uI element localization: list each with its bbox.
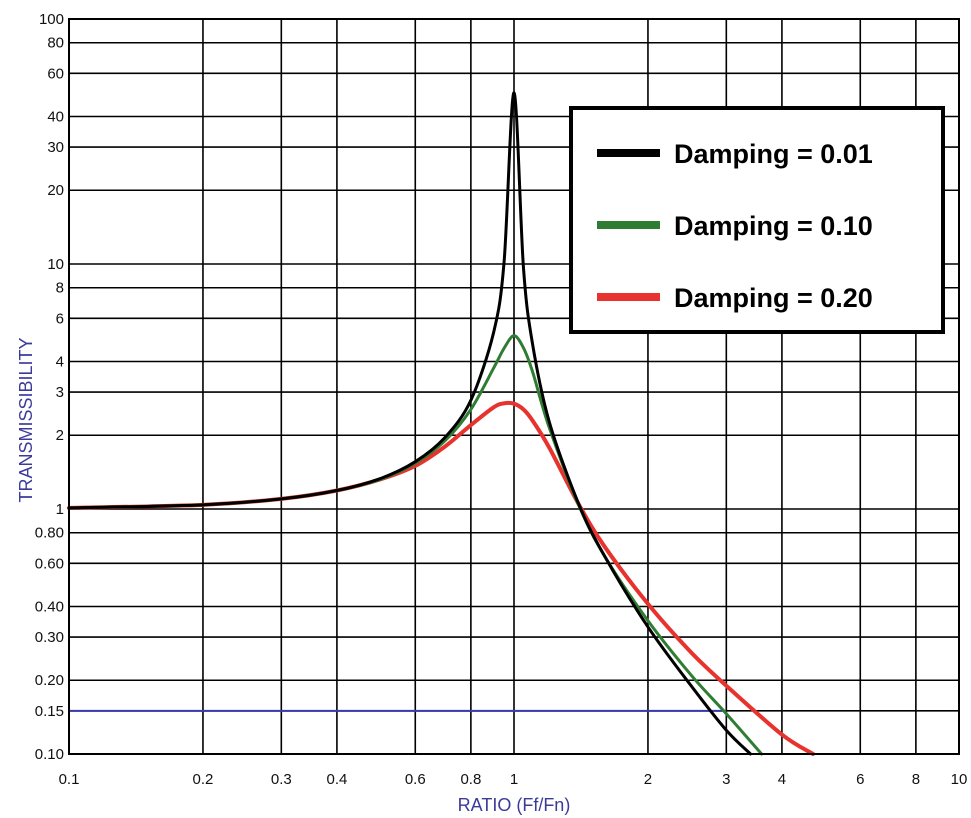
x-tick-label: 8 [912, 771, 920, 788]
legend-label: Damping = 0.10 [674, 211, 873, 241]
x-tick-label: 0.2 [193, 771, 214, 788]
y-tick-label: 0.60 [35, 555, 64, 572]
y-tick-label: 0.15 [35, 703, 64, 720]
y-tick-label: 3 [56, 384, 64, 401]
y-tick-label: 0.30 [35, 629, 64, 646]
x-tick-label: 0.4 [326, 771, 347, 788]
x-tick-label: 1 [510, 771, 518, 788]
x-tick-label: 0.1 [59, 771, 80, 788]
y-tick-label: 60 [47, 65, 64, 82]
y-tick-label: 0.80 [35, 525, 64, 542]
legend: Damping = 0.01 Damping = 0.10 Damping = 0.… [569, 106, 945, 334]
x-tick-label: 6 [856, 771, 864, 788]
y-tick-label: 0.10 [35, 746, 64, 763]
y-tick-labels: 0.10 0.15 0.20 0.30 0.40 0.60 0.80 1 2 3 4 6 8 10 20 30… [35, 11, 64, 763]
x-tick-labels: 0.1 0.2 0.3 0.4 0.6 0.8 1 2 3 4 6 8 10 [59, 771, 968, 788]
y-tick-label: 40 [47, 108, 64, 125]
plot-frame [68, 18, 960, 755]
x-tick-label: 2 [644, 771, 652, 788]
y-tick-label: 30 [47, 139, 64, 156]
y-tick-label: 8 [56, 280, 64, 297]
y-tick-label: 80 [47, 35, 64, 52]
x-tick-label: 10 [951, 771, 968, 788]
x-axis-title: RATIO (Ff/Fn) [458, 795, 571, 815]
x-tick-label: 4 [778, 771, 786, 788]
y-tick-label: 20 [47, 182, 64, 199]
y-tick-label: 10 [47, 256, 64, 273]
y-axis-title: TRANSMISSIBILITY [16, 337, 36, 502]
series-layer [67, 91, 816, 756]
x-tick-label: 0.3 [271, 771, 292, 788]
y-tick-label: 2 [56, 427, 64, 444]
y-tick-label: 4 [56, 353, 64, 370]
y-tick-label: 0.20 [35, 672, 64, 689]
legend-label: Damping = 0.01 [674, 139, 873, 169]
x-tick-label: 3 [722, 771, 730, 788]
series-line [67, 91, 753, 756]
y-tick-label: 100 [39, 11, 64, 28]
legend-label: Damping = 0.20 [674, 283, 873, 313]
y-tick-label: 0.40 [35, 598, 64, 615]
y-tick-label: 6 [56, 310, 64, 327]
y-tick-label: 1 [56, 501, 64, 518]
x-tick-label: 0.8 [460, 771, 481, 788]
x-tick-label: 0.6 [405, 771, 426, 788]
